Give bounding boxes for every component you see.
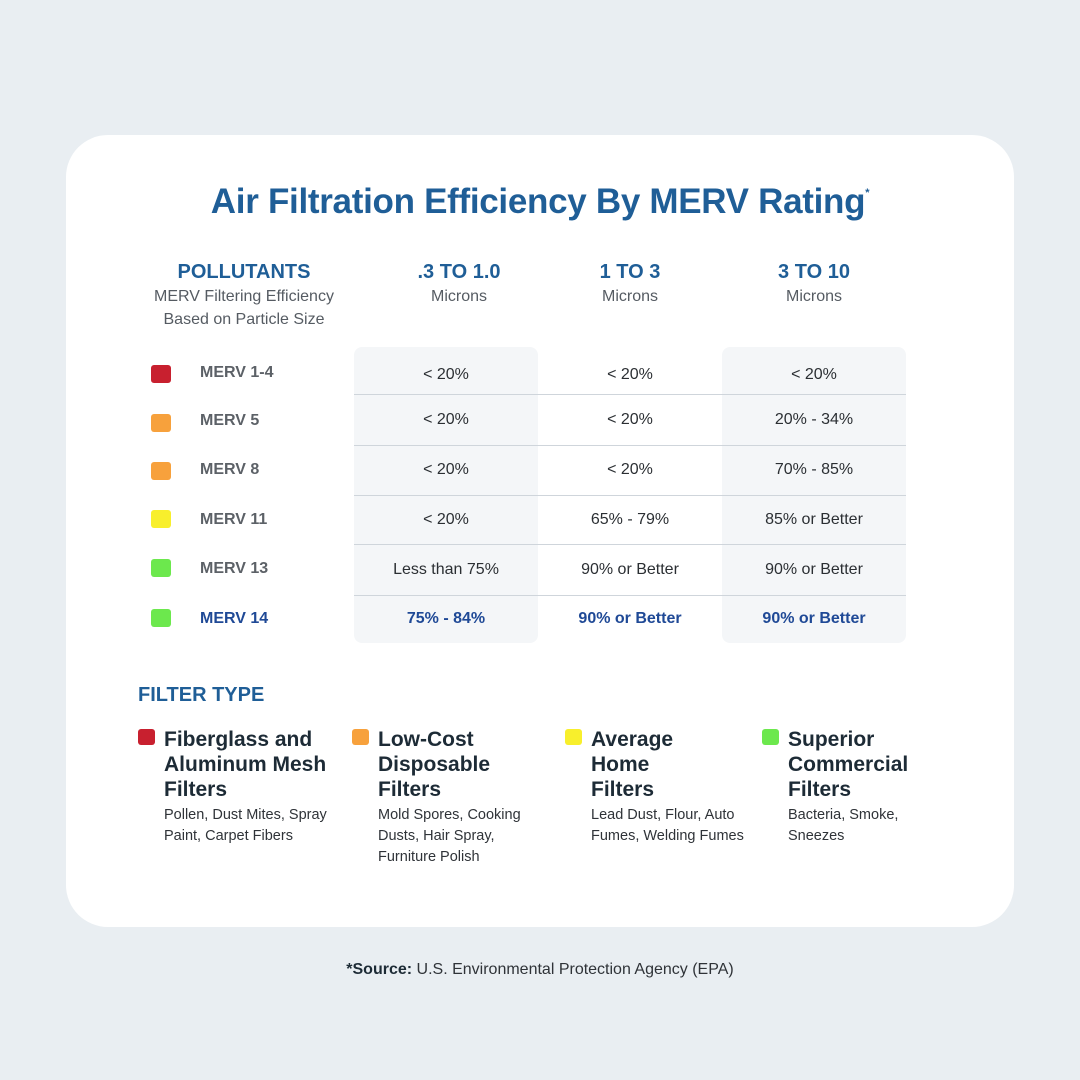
table-cell: 20% - 34% bbox=[774, 411, 854, 428]
table-cell: < 20% bbox=[423, 366, 469, 383]
color-swatch bbox=[151, 365, 171, 383]
page-title: Air Filtration Efficiency By MERV Rating… bbox=[210, 182, 870, 221]
title-footnote-mark: * bbox=[865, 187, 870, 200]
pollutants-sub2: Based on Particle Size bbox=[163, 311, 325, 328]
color-swatch bbox=[151, 414, 171, 432]
table-cell: < 20% bbox=[423, 411, 469, 428]
source-note: *Source: U.S. Environmental Protection A… bbox=[346, 961, 734, 978]
table-cell: 70% - 85% bbox=[774, 461, 854, 478]
pollutants-title: POLLUTANTS bbox=[177, 261, 311, 283]
column-header-2: 1 TO 3 Microns bbox=[599, 261, 661, 305]
filter-type-desc: Mold Spores, Cooking Dusts, Hair Spray, … bbox=[378, 807, 521, 865]
table-cell: 90% or Better bbox=[762, 610, 866, 627]
table-cell: < 20% bbox=[423, 461, 469, 478]
column-header-3: 3 TO 10 Microns bbox=[778, 261, 850, 305]
row-divider bbox=[354, 495, 906, 496]
table-cell: 90% or Better bbox=[578, 610, 682, 627]
table-cell: < 20% bbox=[791, 366, 837, 383]
filter-type-title: FILTER TYPE bbox=[138, 684, 265, 706]
row-divider bbox=[354, 544, 906, 545]
filter-type-name: Low-Cost Disposable Filters bbox=[378, 728, 491, 801]
color-swatch bbox=[151, 559, 171, 577]
table-cell: 75% - 84% bbox=[406, 610, 486, 627]
table-cell: 90% or Better bbox=[765, 561, 863, 578]
table-cell: < 20% bbox=[423, 511, 469, 528]
color-swatch bbox=[352, 729, 369, 745]
filter-type-desc: Bacteria, Smoke, Sneezes bbox=[788, 807, 899, 844]
row-label: MERV 13 bbox=[200, 560, 269, 577]
table-cell: < 20% bbox=[607, 461, 653, 478]
row-label: MERV 5 bbox=[200, 412, 260, 429]
table-cell: < 20% bbox=[607, 366, 653, 383]
color-swatch bbox=[151, 609, 171, 627]
filter-type-desc: Lead Dust, Flour, Auto Fumes, Welding Fu… bbox=[591, 807, 744, 844]
row-divider bbox=[354, 445, 906, 446]
pollutants-header: POLLUTANTS MERV Filtering Efficiency Bas… bbox=[130, 259, 358, 331]
pollutants-sub1: MERV Filtering Efficiency bbox=[154, 288, 334, 305]
color-swatch bbox=[151, 510, 171, 528]
color-swatch bbox=[151, 462, 171, 480]
filter-type-name: Average Home Filters bbox=[591, 728, 674, 801]
color-swatch bbox=[565, 729, 582, 745]
table-cell: 85% or Better bbox=[765, 511, 863, 528]
row-label: MERV 11 bbox=[200, 511, 268, 528]
table-cell: Less than 75% bbox=[393, 561, 499, 578]
row-divider bbox=[354, 595, 906, 596]
row-label: MERV 8 bbox=[200, 461, 260, 478]
row-divider bbox=[354, 394, 906, 395]
filter-type-name: Superior Commercial Filters bbox=[788, 728, 909, 801]
row-label: MERV 14 bbox=[200, 610, 269, 627]
color-swatch bbox=[762, 729, 779, 745]
row-label: MERV 1-4 bbox=[200, 364, 274, 381]
table-cell: 65% - 79% bbox=[590, 511, 670, 528]
table-cell: < 20% bbox=[607, 411, 653, 428]
table-cell: 90% or Better bbox=[581, 561, 679, 578]
filter-type-desc: Pollen, Dust Mites, Spray Paint, Carpet … bbox=[164, 807, 327, 844]
color-swatch bbox=[138, 729, 155, 745]
column-header-1: .3 TO 1.0 Microns bbox=[417, 261, 501, 305]
filter-type-name: Fiberglass and Aluminum Mesh Filters bbox=[164, 728, 327, 801]
